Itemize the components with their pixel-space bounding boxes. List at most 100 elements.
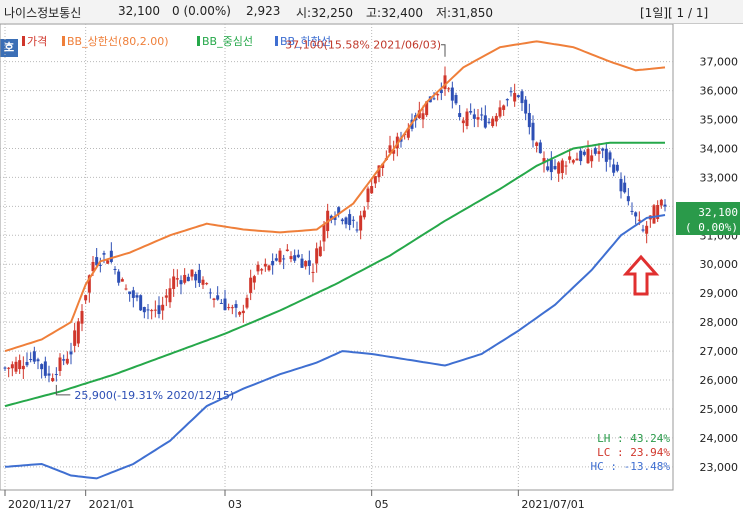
candle-body — [139, 295, 143, 311]
candle-body — [124, 288, 128, 290]
candle-body — [388, 145, 392, 153]
candle-body — [58, 357, 62, 371]
tag-price: 32,100 — [698, 206, 738, 219]
candle-body — [454, 95, 458, 104]
candle-body — [51, 378, 55, 382]
candle-body — [135, 295, 139, 298]
candle-body — [252, 276, 256, 283]
candle-body — [128, 291, 132, 295]
candle-body — [113, 268, 117, 270]
candle-body — [241, 310, 245, 314]
stock-name: 나이스정보통신 — [4, 6, 82, 20]
y-tick-label: 36,000 — [700, 85, 739, 98]
candle-body — [238, 311, 242, 315]
candle-body — [476, 117, 480, 120]
stat-hc: HC : -13.48% — [591, 460, 671, 473]
annotation-low: 25,900(-19.31% 2020/12/15) — [74, 389, 234, 402]
candle-body — [21, 365, 25, 370]
candle-body — [392, 149, 396, 154]
candle-body — [527, 112, 531, 128]
stat-lh: LH : 43.24% — [597, 432, 670, 445]
candle-body — [62, 359, 66, 361]
candle-body — [322, 223, 326, 242]
volume: 2,923 — [246, 4, 281, 18]
candle-body — [25, 362, 29, 366]
candle-body — [597, 151, 601, 155]
y-tick-label: 30,000 — [700, 258, 739, 271]
candle-body — [179, 280, 183, 285]
y-tick-label: 34,000 — [700, 142, 739, 155]
candle-body — [546, 166, 550, 171]
candle-body — [582, 151, 586, 155]
candle-body — [164, 295, 168, 298]
candle-body — [601, 148, 605, 151]
candle-body — [542, 158, 546, 164]
candle-body — [469, 111, 473, 113]
candle-body — [29, 359, 33, 361]
candle-body — [366, 188, 370, 203]
quote-button[interactable]: 호 — [0, 39, 18, 57]
candle-body — [362, 210, 366, 218]
x-tick-label: 2020/11/27 — [8, 498, 71, 511]
candle-body — [293, 255, 297, 261]
y-tick-label: 23,000 — [700, 461, 739, 474]
candle-body — [604, 148, 608, 162]
candle-body — [227, 307, 231, 309]
plot-border — [0, 24, 674, 491]
candle-body — [219, 302, 223, 304]
candle-body — [245, 297, 249, 308]
candle-body — [186, 276, 190, 282]
candle-body — [553, 166, 557, 170]
candle-body — [263, 263, 267, 267]
candle-body — [494, 115, 498, 122]
annotations: 37,100(15.58% 2021/06/03) 25,900(-19.31% … — [55, 39, 446, 402]
candle-body — [513, 92, 517, 102]
candle-body — [161, 304, 165, 311]
candle-body — [337, 207, 341, 214]
legend-item: BB_상한선(80,2.00) — [67, 35, 169, 48]
candle-body — [656, 205, 660, 220]
candle-body — [568, 156, 572, 160]
y-tick-label: 33,000 — [700, 171, 739, 184]
candle-body — [278, 250, 282, 263]
candle-body — [549, 159, 553, 173]
candle-body — [84, 295, 88, 301]
y-tick-label: 37,000 — [700, 56, 739, 69]
x-axis: 2020/11/27 2021/01 03 05 2021/07/01 — [4, 490, 585, 511]
open-price: 시:32,250 — [296, 6, 354, 20]
legend-swatch — [22, 36, 25, 46]
candle-body — [131, 290, 135, 298]
candle-body — [120, 279, 124, 282]
candle-body — [626, 196, 630, 202]
period-selector[interactable]: [1일][ 1 / 1] — [640, 6, 709, 20]
candle-body — [615, 164, 619, 171]
candle-body — [109, 250, 113, 262]
grid — [0, 24, 673, 490]
candle-body — [7, 367, 11, 369]
candle-body — [491, 118, 495, 127]
candle-body — [619, 178, 623, 192]
candle-body — [289, 256, 293, 260]
candle-body — [91, 261, 95, 272]
candle-body — [80, 311, 84, 324]
candle-body — [36, 359, 40, 362]
candle-body — [509, 91, 513, 93]
legend-swatch — [275, 36, 278, 46]
candle-body — [586, 148, 590, 164]
candle-body — [95, 257, 99, 266]
price-change: 0 (0.00%) — [172, 4, 231, 18]
candle-body — [340, 219, 344, 222]
candle-body — [201, 279, 205, 285]
candle-body — [208, 292, 212, 294]
candle-body — [106, 260, 110, 264]
legend-swatch — [197, 36, 200, 46]
candle-body — [32, 351, 36, 362]
legend-item: BB_중심선 — [202, 35, 253, 48]
candle-body — [630, 210, 634, 212]
candle-body — [377, 165, 381, 178]
x-tick-label: 2021/07/01 — [521, 498, 584, 511]
candle-body — [645, 225, 649, 234]
candle-body — [10, 364, 14, 369]
candle-body — [505, 99, 509, 101]
candle-body — [634, 212, 638, 217]
